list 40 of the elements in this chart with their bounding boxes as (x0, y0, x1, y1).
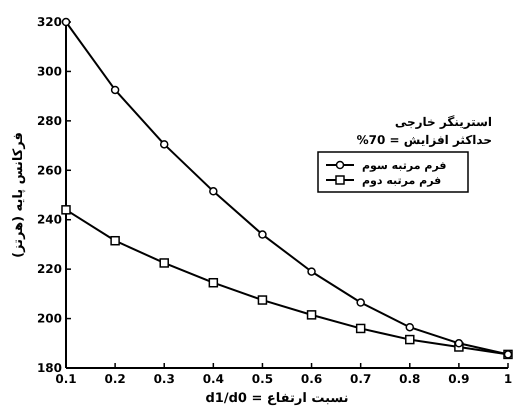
y-tick-label: 280 (36, 114, 62, 128)
x-tick-label: 0.9 (448, 372, 470, 386)
x-tick-label: 0.1 (55, 372, 77, 386)
y-tick-label: 180 (36, 361, 62, 375)
point (61, 205, 71, 215)
x-tick-label: 0.2 (104, 372, 126, 386)
x-tick-label: 1 (504, 372, 512, 386)
point (258, 230, 267, 239)
y-tick-label: 260 (36, 163, 62, 178)
x-tick-label: 0.7 (350, 372, 372, 386)
point (258, 295, 268, 305)
y-tick-label: 200 (36, 312, 62, 326)
y-tick-label: 320 (36, 15, 62, 29)
point (406, 322, 414, 332)
legend-label: فرم مرتبه سوم (362, 159, 446, 172)
point (208, 278, 218, 288)
point (307, 267, 316, 276)
point (405, 334, 415, 344)
legend-label: فرم مرتبه دوم (362, 174, 442, 187)
point (160, 140, 168, 149)
annotation: حداکثر افزایش = 70% (356, 133, 492, 147)
point (306, 310, 316, 320)
y-tick-label: 300 (36, 64, 62, 78)
x-tick-label: 0.4 (202, 372, 224, 386)
y-tick-label: 220 (36, 262, 62, 276)
y-axis-title: فرکانس پایه (هرتز) (11, 132, 26, 258)
point (454, 339, 464, 348)
x-tick-label: 0.5 (252, 372, 274, 386)
point (110, 86, 120, 94)
point (209, 187, 218, 196)
point (356, 298, 365, 307)
point (159, 258, 169, 268)
y-tick-label: 240 (36, 212, 62, 227)
x-tick-label: 0.6 (300, 372, 322, 386)
point (356, 324, 366, 334)
point (110, 236, 120, 246)
x-tick-label: 0.3 (154, 372, 175, 386)
x-tick-label: 0.8 (399, 372, 420, 386)
x-axis-title: نسبت ارتفاع = d1/d0 (205, 391, 349, 406)
legend-title: استرینگر خارجی (394, 115, 492, 129)
